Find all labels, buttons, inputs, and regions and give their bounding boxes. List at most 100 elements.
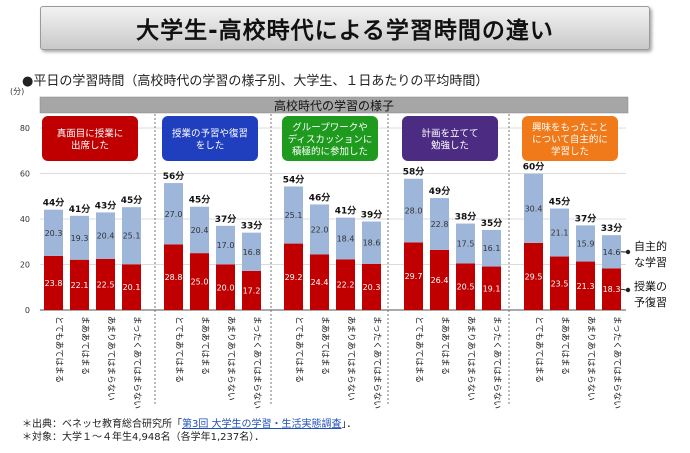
bar-segment-self-study [44, 209, 63, 256]
data-label-self-study: 27.0 [165, 210, 183, 219]
total-label: 37分 [215, 213, 237, 225]
data-label-class-prep: 26.4 [431, 276, 449, 285]
x-tick-label: まったくあてはまらない [252, 316, 262, 409]
bar-segment-class-prep [524, 242, 543, 310]
data-label-class-prep: 20.1 [123, 283, 141, 292]
title-banner: 大学生-高校時代による学習時間の違い [40, 6, 650, 50]
group-header-banner [39, 96, 629, 114]
bar-segment-class-prep [456, 263, 475, 310]
group-label-text: 積極的に参加した [292, 146, 368, 158]
bar-segment-self-study [122, 207, 141, 265]
x-tick-label: とてもあてはまる [54, 316, 64, 383]
x-tick-label: あまりあてはまらない [586, 316, 596, 401]
bar-segment-self-study [70, 215, 89, 260]
group-label-text: 計画を立てて [421, 128, 478, 140]
data-label-self-study: 28.0 [405, 207, 423, 216]
data-label-class-prep: 23.8 [45, 279, 63, 288]
group-label-text: 出席した [71, 140, 109, 152]
data-label-class-prep: 22.2 [337, 281, 355, 290]
total-label: 56分 [163, 170, 185, 182]
x-tick-label: とてもあてはまる [414, 316, 424, 383]
legend-label-self-study-line1: 自主的 [634, 239, 667, 253]
data-label-class-prep: 20.5 [457, 283, 475, 292]
x-tick-label: あまりあてはまらない [106, 316, 116, 401]
group-label-text: 学習した [551, 146, 589, 158]
data-label-self-study: 25.1 [285, 211, 303, 220]
bar-segment-class-prep [362, 263, 381, 310]
group-label-box [42, 116, 138, 161]
bar-segment-self-study [164, 183, 183, 245]
bar-segment-class-prep [550, 256, 569, 310]
group-label-text: 真面目に授業に [57, 128, 124, 140]
legend-dot-class-prep [625, 287, 631, 293]
data-label-self-study: 20.3 [45, 229, 63, 238]
total-label: 41分 [69, 203, 91, 215]
data-label-class-prep: 23.5 [551, 279, 569, 288]
bar-segment-class-prep [310, 254, 329, 310]
data-label-class-prep: 20.3 [363, 283, 381, 292]
bar-segment-self-study [362, 221, 381, 264]
data-label-self-study: 18.4 [337, 235, 355, 244]
x-tick-label: まったくあてはまらない [492, 316, 502, 409]
total-label: 39分 [361, 209, 383, 221]
legend-label-class-prep-line1: 授業の [634, 279, 667, 293]
total-label: 60分 [523, 161, 545, 173]
x-tick-label: まああてはまる [320, 316, 330, 375]
y-tick-label: 0 [25, 306, 30, 315]
bar-segment-class-prep [70, 259, 89, 310]
total-label: 33分 [601, 222, 623, 234]
y-tick-label: 60 [20, 170, 30, 179]
bar-segment-self-study [242, 232, 261, 271]
group-header-text: 高校時代の学習の様子 [274, 98, 394, 113]
x-tick-label: とてもあてはまる [534, 316, 544, 383]
group-label-text: 勉強した [431, 140, 469, 152]
data-label-self-study: 16.1 [483, 244, 501, 253]
bar-segment-class-prep [44, 255, 63, 310]
total-label: 41分 [335, 205, 357, 217]
bar-segment-self-study [524, 173, 543, 243]
data-label-class-prep: 29.2 [285, 273, 303, 282]
data-label-class-prep: 18.3 [603, 285, 621, 294]
data-label-self-study: 15.9 [577, 239, 595, 248]
x-tick-label: とてもあてはまる [174, 316, 184, 383]
bar-segment-self-study [310, 204, 329, 255]
bar-segment-class-prep [190, 253, 209, 310]
x-tick-label: まああてはまる [80, 316, 90, 375]
data-label-self-study: 22.0 [311, 225, 329, 234]
bar-segment-self-study [602, 235, 621, 269]
bar-segment-self-study [216, 225, 235, 265]
bar-segment-class-prep [404, 242, 423, 310]
x-tick-label: まったくあてはまらない [612, 316, 622, 409]
data-label-self-study: 21.1 [551, 229, 569, 238]
group-label-text: をした [196, 141, 225, 152]
bar-segment-class-prep [602, 268, 621, 310]
bar-segment-self-study [336, 217, 355, 260]
page-title: 大学生-高校時代による学習時間の違い [136, 18, 554, 44]
legend-label-class-prep-line2: 予復習 [634, 296, 667, 309]
bar-segment-class-prep [242, 270, 261, 310]
bar-segment-class-prep [284, 243, 303, 310]
bar-segment-class-prep [482, 266, 501, 310]
bar-segment-self-study [456, 223, 475, 264]
data-label-self-study: 17.0 [217, 241, 235, 250]
bar-segment-class-prep [576, 261, 595, 310]
bar-segment-class-prep [96, 258, 115, 310]
x-tick-label: まああてはまる [560, 316, 570, 375]
data-label-self-study: 25.1 [123, 232, 141, 241]
bar-segment-class-prep [336, 259, 355, 310]
total-label: 33分 [241, 220, 263, 232]
bar-segment-class-prep [122, 264, 141, 310]
legend-dot-self-study [625, 249, 631, 255]
data-label-class-prep: 28.8 [165, 273, 183, 282]
group-label-box [282, 116, 378, 161]
source-link[interactable]: 第3回 大学生の学習・生活実態調査 [182, 419, 342, 430]
data-label-class-prep: 22.5 [97, 280, 115, 289]
data-label-class-prep: 21.3 [577, 282, 595, 291]
data-label-class-prep: 17.2 [243, 286, 261, 295]
bar-segment-self-study [190, 206, 209, 254]
source-prefix: ＊出典：ベネッセ教育総合研究所「 [22, 419, 182, 430]
legend-label-self-study-line2: な学習 [634, 255, 667, 269]
x-tick-label: あまりあてはまらない [226, 316, 236, 401]
data-label-class-prep: 25.0 [191, 278, 209, 287]
